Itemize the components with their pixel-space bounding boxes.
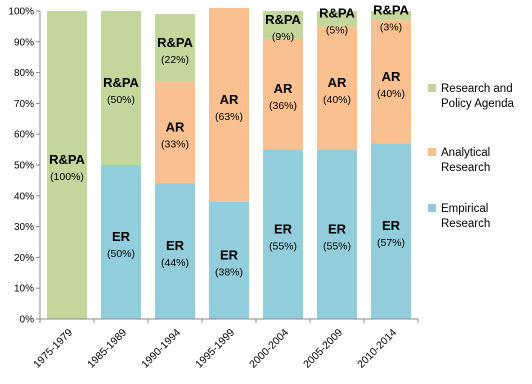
bar-segment-er-2000-2004	[263, 149, 303, 319]
bar-segment-ar-2005-2009	[317, 26, 357, 150]
segment-series-label: ER	[166, 238, 185, 253]
segment-series-label: AR	[382, 69, 401, 84]
bar-segment-er-2010-2014	[371, 143, 411, 319]
y-tick-label: 90%	[14, 37, 34, 48]
x-category-label: 1990-1994	[139, 327, 183, 371]
segment-series-label: R&PA	[373, 3, 409, 18]
bar-segment-rpa-2005-2009	[317, 11, 357, 27]
x-category-label: 2010-2014	[355, 327, 399, 371]
legend-label: Analytical	[441, 147, 490, 159]
legend-swatch	[428, 84, 436, 92]
bar-segment-ar-2000-2004	[263, 38, 303, 150]
segment-value-label: (36%)	[269, 100, 297, 112]
segment-series-label: ER	[112, 229, 131, 244]
y-tick-label: 80%	[14, 68, 34, 79]
segment-value-label: (9%)	[272, 31, 294, 43]
bar-segment-ar-2010-2014	[371, 20, 411, 144]
bar-segment-er-1990-1994	[155, 183, 195, 319]
legend-label: Empirical	[441, 203, 488, 215]
bar-segment-rpa-2000-2004	[263, 11, 303, 39]
y-tick-label: 30%	[14, 222, 34, 233]
bar-segment-er-1985-1989	[101, 165, 141, 319]
legend-swatch	[428, 204, 436, 212]
y-tick-label: 20%	[14, 253, 34, 264]
legend-label: Research and	[441, 83, 513, 95]
bar-segment-ar-1995-1999	[209, 7, 249, 202]
segment-series-label: ER	[382, 218, 401, 233]
y-tick-label: 60%	[14, 130, 34, 141]
x-axis: 1975-1979 1985-1989 1990-1994 1995-1999 2000…	[31, 318, 419, 371]
x-category-label: 2005-2009	[301, 327, 345, 371]
x-category-label: 1995-1999	[193, 327, 237, 371]
segment-series-label: R&PA	[319, 6, 355, 21]
segment-value-label: (100%)	[50, 171, 84, 183]
y-axis: 0% 10% 20% 30% 40% 50% 60% 70% 80% 90% 100%	[8, 7, 41, 326]
y-tick-label: 10%	[14, 284, 34, 295]
bar-segment-rpa-1985-1989	[101, 11, 141, 165]
bar-segment-er-1995-1999	[209, 201, 249, 319]
bars: R&PA (100%) ER (50%) R&PA (50%) ER (44%) AR (33%)…	[47, 3, 411, 319]
bar-segment-er-2005-2009	[317, 149, 357, 319]
segment-series-label: AR	[274, 81, 293, 96]
segment-value-label: (57%)	[377, 237, 405, 249]
segment-series-label: R&PA	[265, 12, 301, 27]
x-category-label: 1975-1979	[31, 327, 75, 371]
bar-segment-rpa-1975-1979	[47, 11, 87, 319]
bar-segment-rpa-1990-1994	[155, 14, 195, 82]
segment-value-label: (50%)	[107, 94, 135, 106]
segment-series-label: R&PA	[157, 35, 193, 50]
legend-label: Research	[441, 162, 490, 174]
segment-value-label: (22%)	[161, 54, 189, 66]
y-tick-label: 0%	[20, 315, 35, 326]
segment-value-label: (40%)	[377, 88, 405, 100]
segment-series-label: AR	[166, 120, 185, 135]
segment-value-label: (5%)	[326, 25, 348, 37]
segment-series-label: ER	[220, 247, 239, 262]
segment-series-label: AR	[328, 75, 347, 90]
segment-series-label: R&PA	[103, 75, 139, 90]
y-tick-label: 50%	[14, 161, 34, 172]
segment-value-label: (33%)	[161, 139, 189, 151]
segment-series-label: ER	[274, 221, 293, 236]
legend: Research and Policy Agenda Analytical Resea…	[428, 83, 514, 230]
segment-value-label: (55%)	[269, 240, 297, 252]
segment-value-label: (40%)	[323, 94, 351, 106]
y-tick-label: 100%	[8, 7, 34, 18]
y-tick-label: 70%	[14, 99, 34, 110]
segment-value-label: (38%)	[215, 266, 243, 278]
segment-value-label: (55%)	[323, 240, 351, 252]
segment-series-label: AR	[220, 92, 239, 107]
segment-value-label: (44%)	[161, 257, 189, 269]
bar-segment-ar-1990-1994	[155, 81, 195, 184]
bar-segment-rpa-2010-2014	[371, 11, 411, 21]
segment-value-label: (63%)	[215, 111, 243, 123]
legend-label: Research	[441, 218, 490, 230]
segment-series-label: R&PA	[49, 152, 85, 167]
y-tick-label: 40%	[14, 191, 34, 202]
legend-label: Policy Agenda	[441, 98, 514, 110]
x-category-label: 1985-1989	[85, 327, 129, 371]
segment-value-label: (50%)	[107, 248, 135, 260]
x-category-label: 2000-2004	[247, 327, 291, 371]
legend-swatch	[428, 148, 436, 156]
segment-value-label: (3%)	[380, 22, 402, 34]
segment-series-label: ER	[328, 221, 347, 236]
